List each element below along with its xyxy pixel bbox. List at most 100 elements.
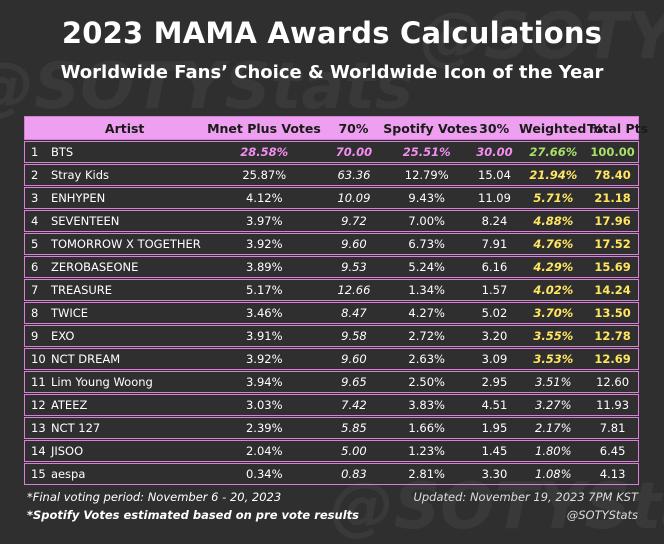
cell-artist: SEVENTEEN xyxy=(50,214,120,229)
cell-rank: 7 xyxy=(31,283,39,298)
cell-artist: EXO xyxy=(50,329,75,344)
table-row: 1 BTS 28.58% 70.00 25.51% 30.00 27.66% 100.00 xyxy=(24,141,639,163)
cell-weighted: 1.08% xyxy=(535,466,572,481)
cell-mnet-votes: 0.34% xyxy=(245,466,283,481)
cell-mnet-votes: 3.89% xyxy=(245,260,283,275)
results-table: Artist Mnet Plus Votes 70% Spotify Votes… xyxy=(24,116,649,485)
cell-total: 7.81 xyxy=(599,421,626,435)
cell-rank: 14 xyxy=(31,443,46,458)
table-row: 6 ZEROBASEONE 3.89% 9.53 5.24% 6.16 4.29% 15.69 xyxy=(24,256,639,278)
cell-spotify-votes: 7.00% xyxy=(408,214,445,229)
cell-mnet-70: 9.60 xyxy=(341,237,367,252)
cell-spotify-votes: 2.72% xyxy=(408,329,445,344)
cell-spotify-30: 11.09 xyxy=(478,191,511,206)
cell-artist: ENHYPEN xyxy=(50,191,106,206)
cell-rank: 8 xyxy=(31,306,39,321)
cell-rank: 12 xyxy=(31,398,46,413)
footer-credits: Updated: November 19, 2023 7PM KST @SOTY… xyxy=(413,490,638,526)
cell-total: 6.45 xyxy=(599,443,626,458)
cell-artist: aespa xyxy=(50,466,86,481)
cell-mnet-votes: 3.92% xyxy=(245,352,283,367)
cell-artist: TREASURE xyxy=(50,283,113,298)
header-artist: Artist xyxy=(104,120,145,136)
header-mnet-70: 70% xyxy=(338,120,369,136)
cell-weighted: 5.71% xyxy=(533,191,574,206)
cell-mnet-votes: 3.91% xyxy=(245,329,283,344)
header-total: Total Pts xyxy=(587,120,649,136)
cell-total: 11.93 xyxy=(596,398,630,413)
cell-spotify-30: 1.95 xyxy=(481,421,508,435)
cell-spotify-30: 30.00 xyxy=(476,145,513,160)
cell-spotify-votes: 1.34% xyxy=(408,283,445,298)
cell-total: 100.00 xyxy=(590,145,635,160)
cell-total: 17.96 xyxy=(594,214,631,229)
cell-total: 13.50 xyxy=(594,306,631,321)
cell-total: 14.24 xyxy=(594,283,631,298)
chart-title: 2023 MAMA Awards Calculations xyxy=(61,16,603,50)
cell-weighted: 4.02% xyxy=(533,283,574,298)
cell-artist: ATEEZ xyxy=(50,398,88,413)
cell-total: 21.18 xyxy=(594,191,631,206)
cell-mnet-votes: 3.92% xyxy=(245,237,283,252)
cell-artist: JISOO xyxy=(50,443,84,458)
cell-spotify-votes: 2.63% xyxy=(408,352,445,367)
cell-mnet-votes: 3.03% xyxy=(245,398,283,413)
cell-mnet-70: 7.42 xyxy=(341,398,367,413)
cell-rank: 9 xyxy=(31,329,39,344)
cell-weighted: 27.66% xyxy=(529,145,578,160)
cell-mnet-votes: 28.58% xyxy=(240,145,289,160)
handle: @SOTYStats xyxy=(566,508,638,522)
cell-total: 12.78 xyxy=(594,329,631,344)
header-spotify-30: 30% xyxy=(479,120,510,136)
cell-spotify-votes: 4.27% xyxy=(408,306,445,321)
cell-mnet-70: 9.58 xyxy=(341,329,367,344)
cell-spotify-votes: 25.51% xyxy=(402,145,451,160)
cell-weighted: 1.80% xyxy=(535,443,572,458)
cell-spotify-votes: 2.50% xyxy=(408,375,445,390)
cell-artist: Stray Kids xyxy=(50,168,110,183)
cell-artist: TWICE xyxy=(50,306,89,321)
cell-artist: NCT 127 xyxy=(50,421,101,435)
cell-weighted: 3.53% xyxy=(533,352,574,367)
cell-artist: NCT DREAM xyxy=(50,352,121,367)
cell-mnet-70: 10.09 xyxy=(337,191,371,206)
table-row: 13 NCT 127 2.39% 5.85 1.66% 1.95 2.17% 7.81 xyxy=(24,417,639,439)
cell-mnet-70: 5.85 xyxy=(341,421,367,435)
cell-mnet-votes: 3.46% xyxy=(245,306,283,321)
cell-weighted: 21.94% xyxy=(529,168,578,183)
cell-rank: 13 xyxy=(31,421,46,435)
cell-total: 15.69 xyxy=(594,260,631,275)
cell-total: 12.60 xyxy=(596,375,630,390)
cell-spotify-30: 3.30 xyxy=(481,466,508,481)
cell-mnet-votes: 4.12% xyxy=(245,191,283,206)
header-weighted: Weighted % xyxy=(519,120,604,136)
cell-mnet-votes: 5.17% xyxy=(245,283,283,298)
cell-weighted: 4.88% xyxy=(533,214,574,229)
cell-mnet-votes: 2.39% xyxy=(245,421,283,435)
cell-spotify-votes: 1.66% xyxy=(408,421,445,435)
cell-weighted: 4.76% xyxy=(533,237,574,252)
cell-mnet-70: 9.53 xyxy=(341,260,367,275)
updated-note: Updated: November 19, 2023 7PM KST xyxy=(413,490,638,504)
voting-period-note: *Final voting period: November 6 - 20, 2… xyxy=(27,490,282,504)
cell-spotify-votes: 6.73% xyxy=(408,237,445,252)
table-row: 11 Lim Young Woong 3.94% 9.65 2.50% 2.95 3.51%… xyxy=(24,371,639,393)
cell-artist: Lim Young Woong xyxy=(50,375,153,390)
table-row: 4 SEVENTEEN 3.97% 9.72 7.00% 8.24 4.88% 17.96 xyxy=(24,210,639,232)
cell-mnet-70: 5.00 xyxy=(341,443,367,458)
table-row: 2 Stray Kids 25.87% 63.36 12.79% 15.04 21.94% 7… xyxy=(24,164,639,186)
chart-subtitle: Worldwide Fans’ Choice & Worldwide Icon … xyxy=(60,62,604,83)
table-row: 10 NCT DREAM 3.92% 9.60 2.63% 3.09 3.53% 12.69 xyxy=(24,348,639,370)
table-header: Artist Mnet Plus Votes 70% Spotify Votes… xyxy=(24,116,649,140)
cell-rank: 6 xyxy=(31,260,39,275)
table-row: 5 TOMORROW X TOGETHER 3.92% 9.60 6.73% 7.91 4.… xyxy=(24,233,639,255)
cell-mnet-70: 70.00 xyxy=(335,145,373,160)
cell-spotify-30: 3.20 xyxy=(481,329,508,344)
cell-mnet-70: 12.66 xyxy=(337,283,371,298)
header-spotify-votes: Spotify Votes xyxy=(383,120,478,136)
table-row: 12 ATEEZ 3.03% 7.42 3.83% 4.51 3.27% 11.93 xyxy=(24,394,639,416)
cell-rank: 5 xyxy=(31,237,39,252)
cell-spotify-30: 8.24 xyxy=(481,214,508,229)
cell-weighted: 3.55% xyxy=(533,329,574,344)
cell-mnet-70: 63.36 xyxy=(337,168,371,183)
